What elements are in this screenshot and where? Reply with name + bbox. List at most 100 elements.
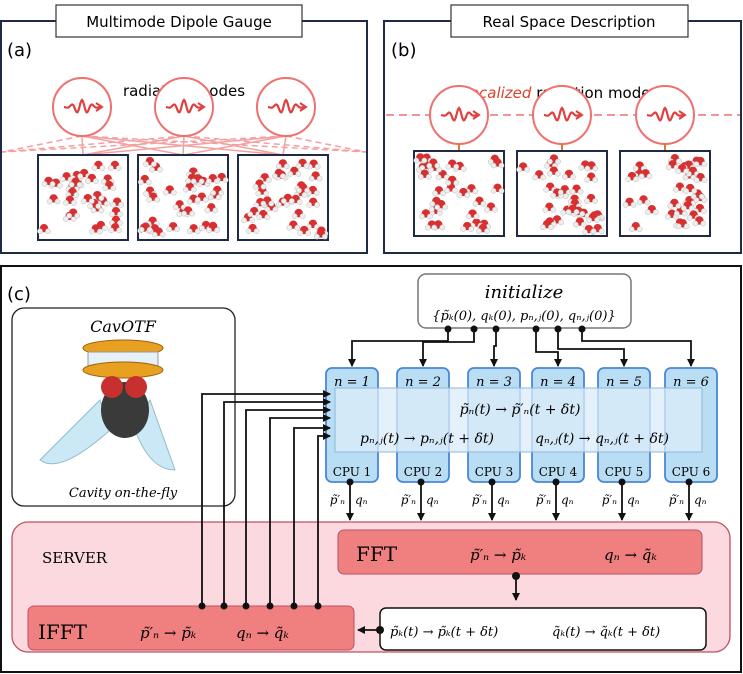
hydrogen-atom: [181, 210, 187, 217]
radiation-mode-circle: [52, 77, 112, 137]
panel-a-title: Multimode Dipole Gauge: [86, 13, 272, 31]
hydrogen-atom: [245, 228, 252, 234]
hydrogen-atom: [460, 166, 467, 172]
init-arrow: [419, 329, 475, 367]
hydrogen-atom: [636, 226, 643, 233]
hydrogen-atom: [442, 204, 449, 211]
hydrogen-atom: [476, 228, 482, 234]
hydrogen-atom: [182, 186, 189, 193]
cpu-index: n = 5: [606, 375, 642, 390]
panel-c-label: (c): [7, 284, 31, 305]
ifft-box: [27, 605, 355, 651]
hydrogen-atom: [421, 157, 428, 164]
hydrogen-atom: [322, 233, 328, 240]
hydrogen-atom: [548, 224, 554, 231]
hydrogen-atom: [484, 206, 490, 213]
hydrogen-atom: [562, 174, 568, 180]
hydrogen-atom: [700, 220, 707, 227]
hydrogen-atom: [453, 163, 460, 170]
hydrogen-atom: [532, 174, 539, 181]
hydrogen-atom: [690, 193, 697, 200]
hydrogen-atom: [275, 201, 282, 208]
hydrogen-atom: [435, 174, 442, 181]
hydrogen-atom: [594, 217, 600, 223]
hydrogen-atom: [472, 201, 479, 207]
hydrogen-atom: [468, 226, 475, 232]
hydrogen-atom: [80, 198, 87, 204]
hydrogen-atom: [673, 210, 680, 217]
hydrogen-atom: [314, 201, 321, 208]
hydrogen-atom: [581, 221, 587, 228]
hydrogen-atom: [256, 214, 263, 220]
hydrogen-atom: [265, 177, 272, 184]
hydrogen-atom: [644, 199, 651, 206]
feedback-arrow: [317, 432, 331, 606]
cavotf-logo: CavOTF Cavity on-the-fly: [11, 307, 236, 507]
hydrogen-atom: [316, 175, 323, 182]
hydrogen-atom: [186, 198, 193, 205]
hydrogen-atom: [291, 213, 298, 219]
hydrogen-atom: [104, 200, 110, 207]
hydrogen-atom: [582, 229, 588, 235]
hydrogen-atom: [194, 196, 201, 203]
cpu-index: n = 3: [476, 375, 512, 390]
arrow-icon: [575, 110, 584, 120]
hydrogen-atom: [480, 201, 487, 207]
hydrogen-atom: [176, 211, 183, 218]
hydrogen-atom: [632, 165, 639, 172]
ifft-label: IFFT: [38, 620, 88, 644]
hydrogen-atom: [87, 203, 94, 210]
hydrogen-atom: [117, 220, 123, 226]
hydrogen-atom: [578, 164, 585, 171]
hydrogen-atom: [460, 226, 467, 232]
hydrogen-atom: [143, 161, 149, 167]
arrow-icon: [95, 102, 104, 112]
arrow-icon: [197, 102, 206, 112]
hydrogen-atom: [205, 178, 212, 185]
hydrogen-atom: [253, 202, 260, 209]
hydrogen-atom: [54, 198, 61, 205]
hydrogen-atom: [207, 194, 214, 201]
hydrogen-atom: [686, 214, 693, 221]
logo-title: CavOTF: [90, 317, 157, 336]
hydrogen-atom: [426, 162, 433, 169]
hydrogen-atom: [701, 161, 708, 167]
cpu-label: CPU 6: [672, 465, 711, 479]
panel-a-title-box: [55, 4, 303, 38]
hydrogen-atom: [37, 228, 43, 235]
hydrogen-atom: [93, 178, 99, 184]
hydrogen-atom: [306, 201, 313, 208]
hydrogen-atom: [66, 212, 73, 219]
hydrogen-atom: [524, 166, 530, 173]
hydrogen-atom: [681, 210, 688, 217]
hydrogen-atom: [276, 163, 282, 170]
coupling-line: [183, 135, 367, 153]
hydrogen-atom: [682, 174, 689, 181]
panel-b-title: Real Space Description: [482, 13, 655, 31]
hydrogen-atom: [429, 201, 436, 207]
hydrogen-atom: [473, 213, 480, 220]
hydrogen-atom: [427, 213, 433, 220]
hydrogen-atom: [673, 186, 679, 193]
hydrogen-atom: [484, 228, 490, 234]
hydrogen-atom: [675, 168, 681, 175]
ifft-eq2: qₙ → q̃ₖ: [236, 624, 289, 642]
arrow-icon: [678, 110, 687, 120]
hydrogen-atom: [516, 166, 522, 173]
init-arrow: [535, 329, 562, 367]
hydrogen-atom: [252, 183, 259, 190]
initialize-values: {p̃ₖ(0), qₖ(0), pₙ,ⱼ(0), qₙ,ⱼ(0)}: [432, 309, 615, 324]
hydrogen-atom: [646, 173, 653, 180]
arrow-icon: [472, 110, 481, 120]
init-arrow: [490, 329, 498, 367]
hydrogen-atom: [189, 210, 195, 217]
hydrogen-atom: [199, 225, 205, 231]
hydrogen-atom: [294, 224, 301, 231]
hydrogen-atom: [570, 174, 576, 180]
hydrogen-atom: [283, 201, 290, 208]
hydrogen-atom: [146, 226, 153, 233]
hydrogen-atom: [683, 223, 690, 230]
fft-label: FFT: [356, 542, 398, 566]
hydrogen-atom: [271, 173, 278, 179]
hydrogen-atom: [652, 209, 659, 216]
